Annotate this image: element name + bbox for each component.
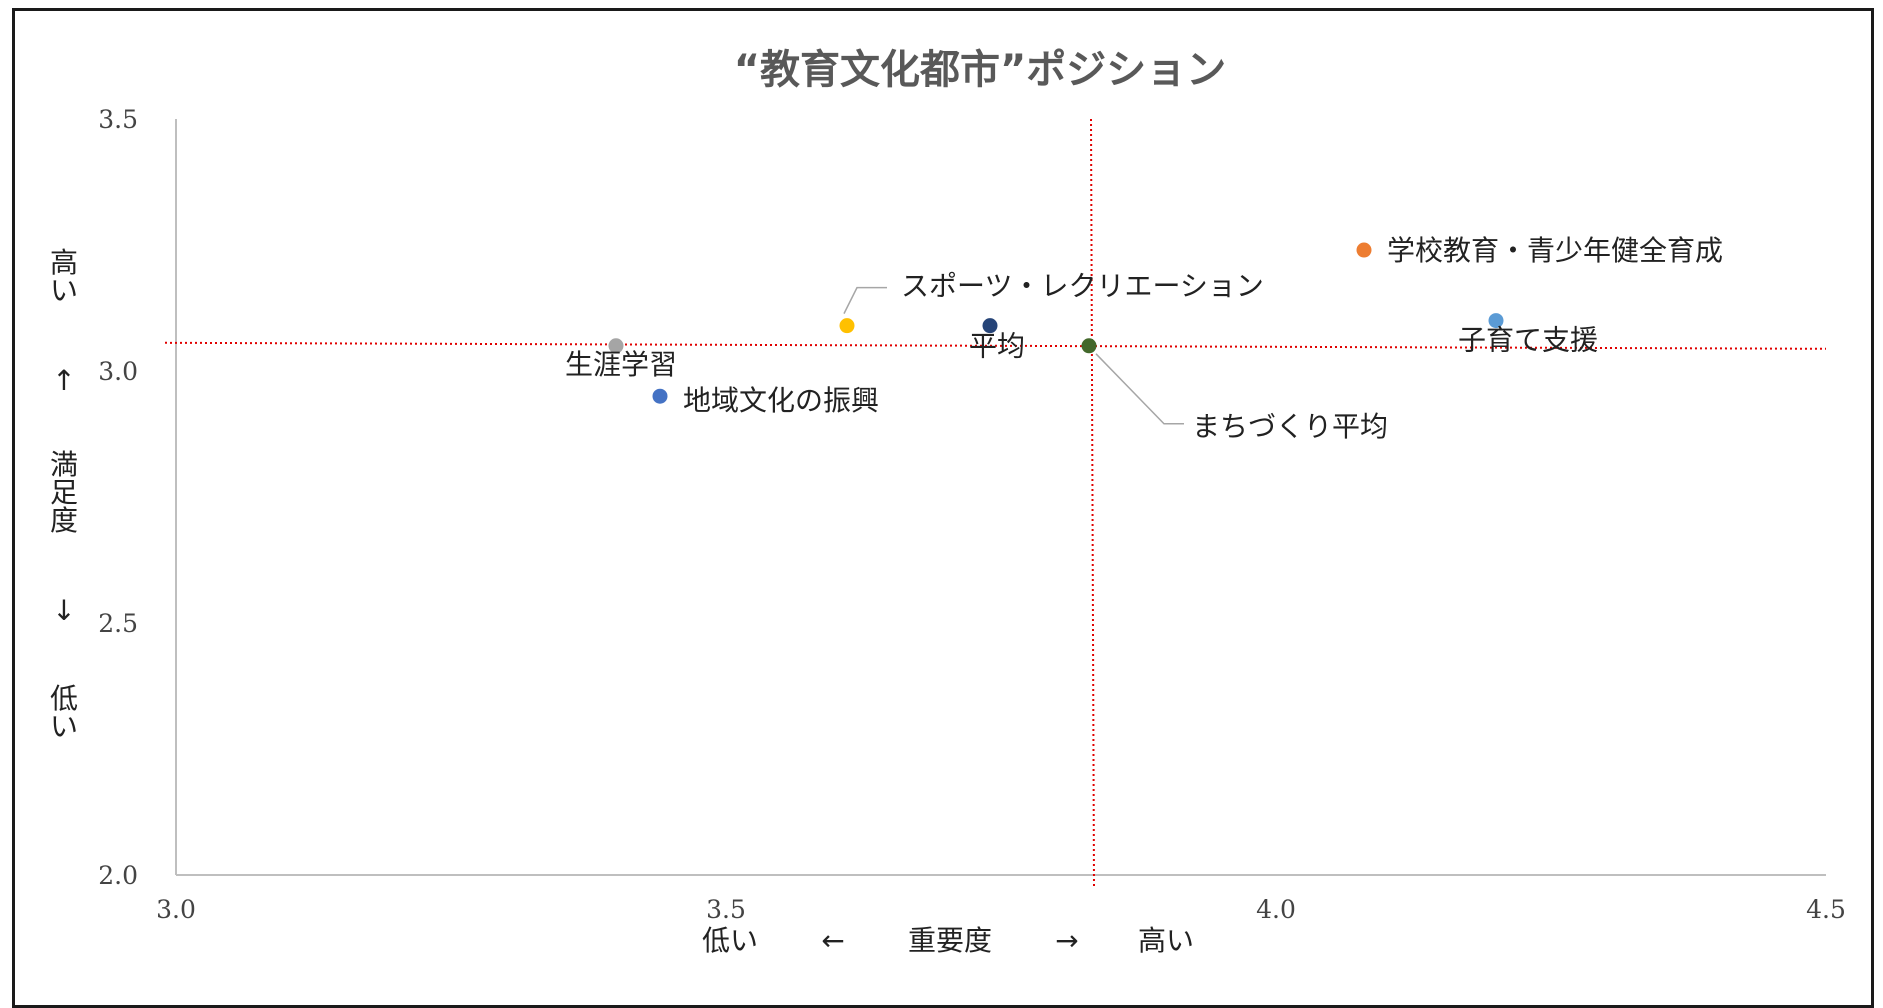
data-point — [608, 338, 624, 354]
data-points — [608, 242, 1504, 404]
leader-line — [1095, 353, 1184, 425]
point-label: 子育て支援 — [1458, 324, 1598, 357]
y-tick-label: 2.0 — [98, 861, 138, 890]
y-axis-caption-name: 度 — [50, 504, 78, 537]
point-label: 地域文化の振興 — [683, 384, 879, 417]
x-tick-label: 4.5 — [1806, 895, 1846, 924]
horizontal-reference-line — [164, 341, 1827, 350]
x-axis-caption-name: 重要度 — [908, 924, 992, 957]
x-tick-label: 4.0 — [1256, 895, 1296, 924]
x-tick-label: 3.0 — [156, 895, 196, 924]
point-label: 学校教育・青少年健全育成 — [1387, 234, 1723, 267]
y-axis-caption-low: 低 — [50, 682, 78, 715]
data-point — [839, 318, 855, 334]
y-tick-label: 2.5 — [98, 609, 138, 638]
scatter-chart: “教育文化都市”ポジション 3.0 3.5 4.0 4.5 2.0 2.5 3.0 3.5 生… — [50, 47, 1846, 957]
y-axis-caption-arrow-up: ↑ — [52, 364, 75, 397]
data-point — [1356, 242, 1372, 258]
x-tick-label: 3.5 — [706, 895, 746, 924]
point-label: 生涯学習 — [565, 348, 677, 381]
data-point — [652, 388, 668, 404]
data-point — [982, 318, 998, 334]
data-point — [1488, 313, 1504, 329]
point-label: スポーツ・レクリエーション — [901, 270, 1264, 303]
x-axis-caption-arrow-right: → — [1055, 924, 1078, 957]
chart-title: “教育文化都市”ポジション — [734, 47, 1227, 93]
point-label: まちづくり平均 — [1192, 410, 1388, 443]
x-axis-caption-high: 高い — [1138, 924, 1194, 957]
y-tick-label: 3.0 — [98, 357, 138, 386]
vertical-reference-line — [1090, 118, 1095, 889]
y-axis-caption-high: い — [50, 274, 78, 307]
x-axis-caption-arrow-left: ← — [821, 924, 844, 957]
y-axis-caption-high: 高 — [50, 246, 78, 279]
y-tick-label: 3.5 — [98, 105, 138, 134]
y-axis-caption-name: 足 — [50, 476, 78, 509]
x-axis-caption-low: 低い — [702, 924, 758, 957]
reference-lines — [164, 118, 1827, 889]
axes: 3.0 3.5 4.0 4.5 2.0 2.5 3.0 3.5 — [98, 105, 1846, 924]
data-point — [1081, 338, 1097, 354]
y-axis-caption-arrow-down: ↓ — [52, 594, 75, 627]
y-axis-caption-low: い — [50, 710, 78, 743]
y-axis-caption-name: 満 — [50, 448, 78, 481]
point-label: 平均 — [969, 330, 1025, 363]
leader-line — [843, 286, 887, 314]
